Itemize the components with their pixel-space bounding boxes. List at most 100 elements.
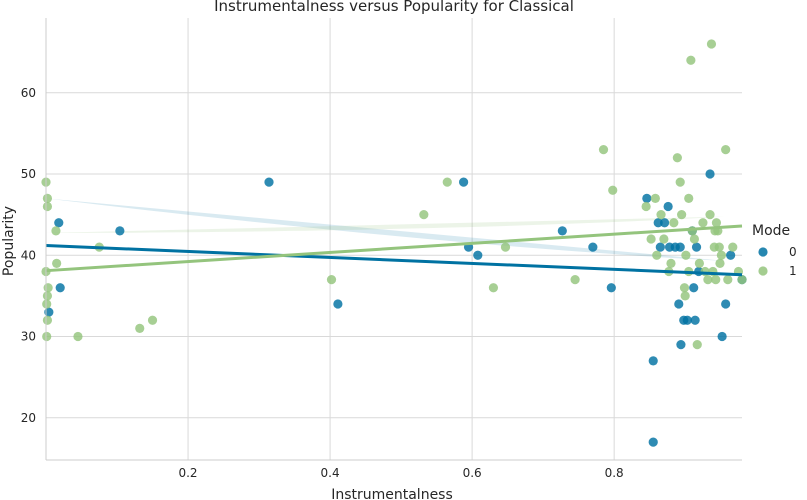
data-point-mode-0 (44, 307, 54, 317)
data-point-mode-1 (419, 210, 429, 220)
data-point-mode-1 (43, 283, 53, 293)
data-point-mode-1 (641, 201, 651, 212)
data-point-mode-1 (684, 193, 694, 203)
data-point-mode-1 (694, 258, 704, 268)
data-point-mode-1 (650, 193, 660, 203)
data-point-mode-1 (706, 39, 717, 49)
data-point-mode-1 (488, 283, 499, 293)
legend-marker-mode-1 (758, 266, 768, 276)
data-point-mode-0 (663, 201, 673, 212)
data-point-mode-1 (42, 291, 53, 301)
data-point-mode-1 (42, 299, 52, 309)
data-point-mode-0 (54, 218, 64, 228)
data-point-mode-0 (264, 177, 274, 187)
data-point-mode-1 (608, 185, 618, 195)
data-point-mode-1 (646, 234, 656, 244)
data-point-mode-1 (672, 153, 682, 163)
regression-line-mode-0 (45, 244, 743, 277)
y-tick-label: 40 (21, 248, 36, 262)
data-point-mode-0 (676, 340, 686, 350)
data-point-mode-1 (500, 242, 511, 252)
data-point-mode-1 (147, 315, 158, 325)
data-point-mode-0 (473, 250, 483, 260)
data-point-mode-0 (653, 218, 663, 228)
data-point-mode-0 (642, 193, 652, 203)
data-point-mode-1 (677, 210, 687, 220)
data-point-mode-1 (728, 242, 738, 252)
confidence-bands (46, 198, 725, 261)
data-point-mode-1 (723, 275, 733, 285)
data-point-mode-1 (715, 258, 725, 268)
data-point-mode-0 (682, 315, 692, 325)
data-point-mode-1 (652, 250, 662, 260)
data-point-mode-0 (459, 177, 469, 187)
grid-lines (46, 18, 742, 460)
data-point-mode-1 (135, 323, 145, 333)
confidence-band-mode-0 (46, 198, 725, 261)
legend-title: Mode (752, 223, 790, 239)
y-tick-label: 20 (21, 411, 36, 425)
data-point-mode-1 (705, 210, 715, 220)
data-point-mode-1 (675, 177, 685, 187)
data-point-mode-0 (333, 299, 343, 309)
data-point-mode-1 (42, 315, 53, 325)
data-point-mode-1 (598, 145, 609, 155)
regression-line-mode-1 (45, 224, 743, 273)
data-point-mode-1 (703, 275, 713, 285)
data-point-mode-0 (115, 226, 125, 236)
data-point-mode-0 (648, 437, 658, 447)
data-point-mode-0 (55, 283, 65, 293)
data-points (41, 39, 747, 447)
y-tick-label: 60 (21, 86, 36, 100)
y-tick-label: 50 (21, 167, 36, 181)
data-point-mode-0 (717, 331, 727, 342)
x-tick-label: 0.4 (321, 466, 340, 480)
y-axis-label: Popularity (1, 206, 17, 276)
data-point-mode-0 (557, 226, 567, 236)
data-point-mode-1 (711, 218, 722, 228)
data-point-mode-1 (442, 177, 452, 187)
data-point-mode-0 (726, 250, 736, 260)
data-point-mode-1 (656, 210, 666, 220)
data-point-mode-1 (659, 234, 669, 244)
data-point-mode-1 (669, 218, 679, 228)
data-point-mode-1 (689, 234, 700, 244)
data-point-mode-0 (721, 299, 731, 309)
data-point-mode-0 (675, 242, 685, 252)
y-tick-label: 30 (21, 330, 36, 344)
legend-label-mode-1: 1 (789, 264, 797, 278)
data-point-mode-0 (659, 218, 670, 228)
data-point-mode-1 (326, 275, 337, 285)
data-point-mode-1 (698, 218, 708, 228)
regression-lines (45, 224, 743, 277)
data-point-mode-1 (721, 145, 731, 155)
data-point-mode-1 (52, 258, 62, 268)
y-tick-labels: 20 30 40 50 60 (21, 86, 36, 425)
data-point-mode-1 (714, 242, 724, 252)
legend-marker-mode-0 (758, 247, 768, 257)
data-point-mode-1 (686, 55, 696, 65)
x-tick-label: 0.2 (178, 466, 197, 480)
data-point-mode-1 (737, 275, 747, 285)
chart-title: Instrumentalness versus Popularity for C… (214, 0, 574, 15)
data-point-mode-0 (689, 283, 699, 293)
data-point-mode-1 (680, 291, 690, 301)
data-point-mode-0 (691, 242, 702, 252)
data-point-mode-0 (690, 315, 700, 325)
x-axis-label: Instrumentalness (331, 487, 453, 500)
data-point-mode-0 (588, 242, 598, 252)
data-point-mode-0 (655, 242, 665, 252)
data-point-mode-0 (674, 299, 684, 309)
data-point-mode-1 (42, 193, 53, 203)
data-point-mode-1 (681, 250, 691, 260)
data-point-mode-0 (705, 169, 715, 179)
confidence-band-mode-1 (46, 216, 725, 233)
legend-label-mode-0: 0 (789, 245, 797, 259)
legend: Mode 0 1 (752, 223, 797, 278)
data-point-mode-1 (711, 275, 721, 285)
data-point-mode-1 (716, 250, 727, 260)
data-point-mode-0 (606, 283, 616, 293)
data-point-mode-1 (73, 331, 83, 342)
data-point-mode-1 (42, 201, 53, 212)
